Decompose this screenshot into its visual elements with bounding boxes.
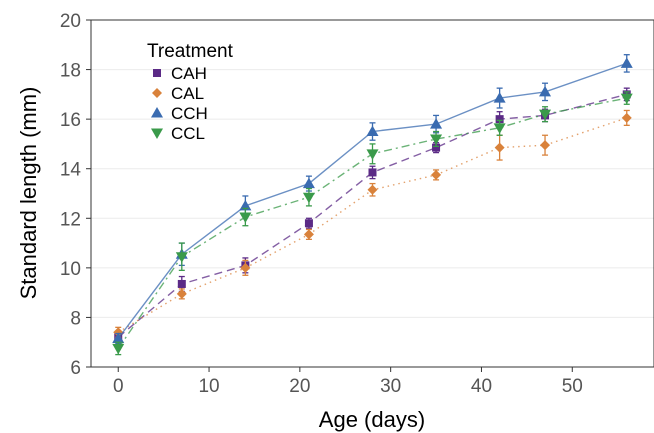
data-point-cch xyxy=(539,85,552,97)
y-tick-label: 12 xyxy=(60,209,81,230)
y-tick-label: 18 xyxy=(60,61,81,82)
data-point-cal xyxy=(494,142,505,153)
y-tick-label: 16 xyxy=(60,110,81,131)
data-point-ccl xyxy=(366,149,379,160)
data-point-cal xyxy=(240,262,251,273)
data-point-cah xyxy=(495,115,504,124)
data-point-cch xyxy=(366,125,379,137)
data-point-cah xyxy=(432,143,441,152)
data-point-ccl xyxy=(430,134,443,145)
data-point-cah xyxy=(304,219,313,228)
x-tick-label: 20 xyxy=(289,376,310,397)
legend-label-cah: CAH xyxy=(171,64,207,83)
data-point-cch xyxy=(302,177,315,189)
legend-label-ccl: CCL xyxy=(171,124,205,143)
series-cal xyxy=(113,109,632,338)
data-point-cal xyxy=(540,140,551,151)
data-point-cch xyxy=(112,332,125,343)
legend-label-cal: CAL xyxy=(171,84,204,103)
legend-label-cch: CCH xyxy=(171,104,208,123)
data-point-ccl xyxy=(620,93,633,105)
x-axis-title: Age (days) xyxy=(319,407,425,432)
plot-frame xyxy=(90,19,654,368)
data-point-ccl xyxy=(539,109,552,121)
y-axis-title: Standard length (mm) xyxy=(16,87,41,300)
data-point-cch xyxy=(493,92,506,103)
data-point-ccl xyxy=(112,343,125,355)
y-tick-label: 20 xyxy=(60,11,81,32)
axes: 6 8 10 12 14 16 18 20 0 10 20 30 40 50 xyxy=(60,11,583,397)
x-tick-label: 10 xyxy=(198,376,219,397)
data-point-cch xyxy=(430,118,443,129)
data-point-ccl xyxy=(302,192,315,204)
y-tick-label: 14 xyxy=(60,160,82,181)
legend-marker-cah xyxy=(153,69,161,77)
data-point-cal xyxy=(176,288,187,299)
data-point-ccl xyxy=(175,252,188,263)
data-point-cal xyxy=(431,169,442,180)
legend-marker-cch xyxy=(151,107,163,118)
data-point-cah xyxy=(177,279,186,288)
data-point-cah xyxy=(368,168,377,177)
y-tick-label: 8 xyxy=(70,308,81,329)
legend-marker-cal xyxy=(152,88,162,98)
x-tick-label: 50 xyxy=(562,376,583,397)
data-point-ccl xyxy=(493,123,506,134)
y-tick-label: 6 xyxy=(70,358,81,379)
y-tick-label: 10 xyxy=(60,259,81,280)
legend-marker-ccl xyxy=(151,128,163,139)
series-ccl xyxy=(112,91,633,356)
x-tick-label: 30 xyxy=(380,376,401,397)
data-point-cal xyxy=(367,184,378,195)
data-point-cal xyxy=(621,112,632,123)
legend-title: Treatment xyxy=(147,41,234,62)
data-point-cal xyxy=(303,229,314,240)
data-point-ccl xyxy=(239,212,252,224)
data-point-cch xyxy=(620,57,633,68)
x-tick-label: 0 xyxy=(113,376,124,397)
x-tick-label: 40 xyxy=(471,376,492,397)
series-layer xyxy=(112,54,633,356)
